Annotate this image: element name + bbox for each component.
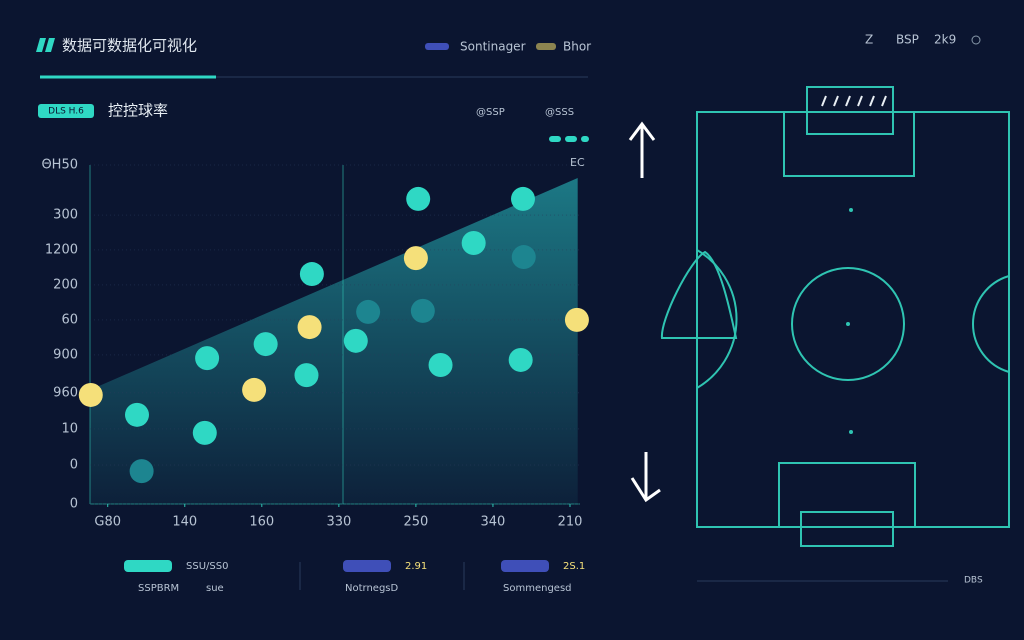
point: [78, 382, 103, 407]
y-tick-label: 200: [53, 277, 78, 292]
point: [299, 262, 324, 287]
y-tick-label: 1200: [45, 242, 78, 257]
legend-label: Bhor: [563, 40, 591, 54]
stat-label: Sommengesd: [503, 583, 572, 594]
badge: [38, 104, 94, 118]
y-tick-label: 900: [53, 347, 78, 362]
arrow-down[interactable]: [630, 452, 661, 503]
stat-pill: [343, 560, 391, 572]
point: [242, 377, 267, 402]
point: [294, 363, 319, 388]
point: [192, 420, 217, 445]
point: [410, 298, 435, 323]
status-text: Z: [865, 33, 873, 47]
point: [297, 315, 322, 340]
y-tick-label: 0: [70, 497, 78, 512]
point: [511, 245, 536, 270]
y-tick-label: ΘH50: [41, 158, 78, 173]
corner-label: EC: [570, 156, 585, 169]
y-tick-label: 0: [70, 458, 78, 473]
point: [195, 346, 220, 371]
pitch: DBS: [660, 86, 1010, 586]
point: [253, 332, 278, 357]
plot: 0 0 10 960 900 60 200 1200 300 ΘH50 G80 140 160 330 25…: [41, 158, 589, 530]
option[interactable]: @SSS: [545, 107, 574, 118]
stat-value: 2S.1: [563, 561, 585, 572]
dot: [581, 136, 589, 142]
status-icon[interactable]: [971, 35, 981, 45]
stat-pill: [124, 560, 172, 572]
point: [406, 186, 431, 211]
app-title: 数据可数据化可视化: [62, 37, 197, 55]
point: [343, 328, 368, 353]
x-tick-label: 210: [558, 515, 583, 530]
y-tick-label: 960: [53, 385, 78, 400]
x-tick-label: 250: [403, 515, 428, 530]
panel-title: 控控球率: [108, 102, 168, 120]
x-tick-label: 340: [481, 515, 506, 530]
point: [564, 307, 589, 332]
stat-label: SSPBRM: [138, 583, 179, 594]
option[interactable]: @SSP: [476, 107, 505, 118]
point: [356, 299, 381, 324]
stat-value: 2.91: [405, 561, 427, 572]
y-tick-label: 300: [53, 208, 78, 223]
badge-text: DLS H.6: [48, 107, 84, 117]
y-tick-label: 60: [61, 312, 78, 327]
stat-value: SSU/SS0: [186, 561, 228, 572]
legend-swatch: [425, 43, 449, 50]
stat-label: sue: [206, 583, 224, 594]
x-tick-label: 160: [249, 515, 274, 530]
arrow-up[interactable]: [628, 121, 656, 178]
point: [461, 230, 486, 255]
legend-swatch: [536, 43, 556, 50]
stat-pill: [501, 560, 549, 572]
x-tick-label: 140: [172, 515, 197, 530]
status-text: BSP: [896, 33, 919, 47]
legend-label: Sontinager: [460, 40, 526, 54]
y-tick-label: 10: [61, 421, 78, 436]
pitch-footer: DBS: [964, 576, 983, 586]
area: [90, 177, 578, 504]
status-text: 2k9: [934, 33, 956, 47]
point: [403, 246, 428, 271]
x-tick-label: 330: [326, 515, 351, 530]
dot: [565, 136, 577, 142]
dot: [549, 136, 561, 142]
point: [129, 459, 154, 484]
stat-label: NotrnegsD: [345, 583, 399, 594]
x-tick-label: G80: [94, 515, 121, 530]
point: [508, 347, 533, 372]
point: [124, 402, 149, 427]
logo: [36, 38, 55, 52]
point: [428, 353, 453, 378]
point: [510, 186, 535, 211]
